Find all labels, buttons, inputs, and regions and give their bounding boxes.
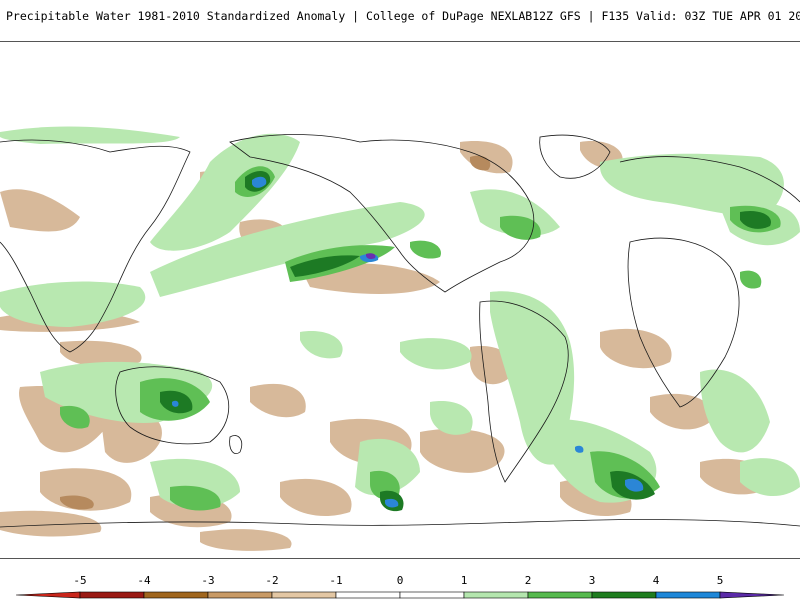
colorbar-tick-label: -5	[73, 574, 86, 587]
colorbar-tick-label: 3	[589, 574, 596, 587]
map-title: Precipitable Water 1981-2010 Standardize…	[6, 9, 533, 23]
colorbar-segment	[399, 591, 465, 599]
blue-blob	[625, 478, 644, 492]
positive-anomaly-purple	[366, 253, 376, 260]
colorbar-segment	[207, 591, 273, 599]
colorbar: -5 -4 -3 -2 -1 0 1 2 3 4 5	[0, 566, 800, 600]
colorbar-max-arrow	[719, 591, 785, 599]
tan-blob	[250, 383, 306, 418]
header-bar: Precipitable Water 1981-2010 Standardize…	[0, 0, 800, 32]
coastline-asia	[0, 139, 191, 353]
tan-blob	[200, 529, 292, 551]
tan-blob	[460, 141, 513, 174]
colorbar-segment	[463, 591, 529, 599]
colorbar-segment	[655, 591, 721, 599]
tan-blob	[420, 428, 505, 473]
blue-blob	[172, 400, 179, 407]
green-band	[0, 126, 180, 144]
colorbar-segment	[271, 591, 337, 599]
colorbar-svg: -5 -4 -3 -2 -1 0 1 2 3 4 5	[15, 574, 785, 599]
green-band	[300, 331, 343, 359]
colorbar-min-arrow	[15, 591, 81, 599]
colorbar-tick-label: 1	[461, 574, 468, 587]
tan-blob	[600, 328, 672, 369]
dark-green-blob	[290, 255, 360, 277]
colorbar-tick-label: 5	[717, 574, 724, 587]
coastlines	[0, 134, 800, 528]
positive-anomaly-areas	[0, 126, 800, 508]
colorbar-segment	[335, 591, 401, 599]
mid-green-blob	[410, 240, 441, 259]
tan-blob	[0, 189, 80, 232]
colorbar-segment	[591, 591, 657, 599]
colorbar-tick-label: 0	[397, 574, 404, 587]
colorbar-segment	[143, 591, 209, 599]
blue-blob	[575, 445, 584, 453]
coastline-europe	[619, 156, 800, 203]
mid-green-blob	[500, 215, 541, 240]
dark-tan-blob	[60, 495, 94, 510]
green-band	[740, 458, 800, 497]
green-band	[700, 369, 770, 453]
colorbar-tick-label: 4	[653, 574, 660, 587]
green-band	[430, 401, 473, 435]
tan-blob	[280, 478, 352, 517]
colorbar-tick-label: -4	[137, 574, 151, 587]
coastline-australia	[115, 366, 229, 445]
colorbar-tick-label: -3	[201, 574, 214, 587]
colorbar-segment	[527, 591, 593, 599]
mid-green-blob	[60, 405, 90, 429]
coastline-south-america	[479, 300, 569, 483]
tan-blob	[60, 340, 142, 368]
dark-green-blob	[740, 210, 771, 229]
green-band	[0, 281, 146, 327]
map-panel[interactable]	[0, 41, 800, 559]
green-band	[150, 202, 425, 297]
tan-blob	[650, 393, 712, 430]
colorbar-tick-label: -1	[329, 574, 342, 587]
green-band	[400, 338, 472, 370]
purple-blob	[366, 253, 376, 260]
colorbar-segment	[79, 591, 145, 599]
green-band	[600, 153, 784, 216]
mid-green-blob	[170, 485, 221, 511]
coastline-north-america	[229, 134, 535, 293]
blue-blob	[252, 176, 267, 188]
coastline-africa	[627, 237, 740, 408]
green-band	[150, 133, 300, 251]
world-map	[0, 126, 800, 551]
coastline-antarctica	[0, 519, 800, 528]
coastline-new-zealand	[229, 435, 243, 454]
blue-blob	[385, 498, 399, 508]
negative-anomaly-strong	[60, 155, 491, 510]
mid-green-blob	[740, 270, 762, 289]
colorbar-tick-label: 2	[525, 574, 532, 587]
coastline-greenland	[539, 134, 611, 179]
colorbar-tick-label: -2	[265, 574, 278, 587]
tan-blob	[0, 510, 102, 537]
dark-tan-blob	[470, 155, 491, 171]
run-info: 12Z GFS | F135 Valid: 03Z TUE APR 01 202…	[532, 9, 800, 23]
